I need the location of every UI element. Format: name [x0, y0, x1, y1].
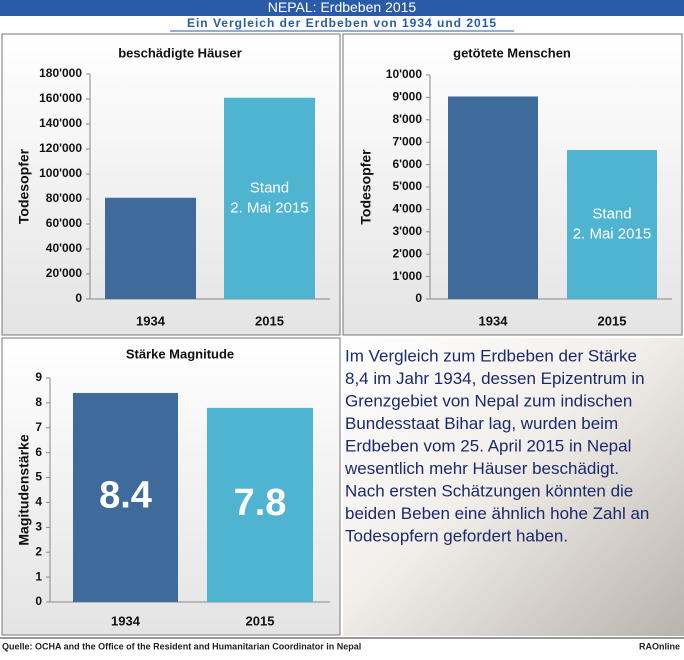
y-tick-label: 9'000 — [392, 90, 422, 104]
y-tick-label: 6 — [35, 445, 42, 459]
y-tick-label: 5 — [35, 470, 42, 484]
y-tick-label: 80'000 — [46, 191, 83, 205]
y-tick-label: 8 — [35, 395, 42, 409]
x-tick-label: 2015 — [246, 613, 275, 628]
y-tick-label: 4'000 — [392, 202, 422, 216]
bar-annotation: Stand — [592, 205, 631, 222]
chart-title: beschädigte Häuser — [118, 45, 242, 60]
source: Quelle: OCHA and the Office of the Resid… — [2, 641, 361, 651]
y-tick-label: 100'000 — [39, 166, 82, 180]
y-tick-label: 160'000 — [39, 91, 82, 105]
y-tick-label: 0 — [415, 291, 422, 305]
y-tick-label: 140'000 — [39, 116, 82, 130]
y-tick-label: 120'000 — [39, 141, 82, 155]
bar-annotation: Stand — [250, 179, 289, 196]
x-tick-label: 1934 — [111, 613, 141, 628]
bar-annotation: 2. Mai 2015 — [573, 225, 651, 242]
y-tick-label: 3'000 — [392, 224, 422, 238]
description-line: beiden Beben eine ähnlich hohe Zahl an — [345, 504, 649, 523]
description-line: 8,4 im Jahr 1934, dessen Epizentrum in — [345, 369, 645, 388]
photo-background — [343, 338, 684, 636]
bar — [207, 407, 313, 602]
description-line: Im Vergleich zum Erdbeben der Stärke — [345, 346, 637, 365]
bar-annotation: 2. Mai 2015 — [230, 199, 308, 216]
x-tick-label: 1934 — [136, 313, 166, 328]
description: Im Vergleich zum Erdbeben der Stärke 8,4 … — [344, 346, 649, 545]
y-tick-label: 60'000 — [46, 216, 83, 230]
y-tick-label: 10'000 — [386, 67, 423, 81]
y-tick-label: 7'000 — [392, 134, 422, 148]
y-tick-label: 9 — [35, 370, 42, 384]
y-tick-label: 1'000 — [392, 269, 422, 283]
y-tick-label: 40'000 — [46, 241, 83, 255]
y-tick-label: 20'000 — [46, 266, 83, 280]
y-tick-label: 3 — [35, 520, 42, 534]
description-line: Grenzgebiet von Nepal zum indischen — [345, 391, 632, 410]
x-tick-label: 1934 — [479, 313, 509, 328]
bar — [73, 392, 178, 602]
x-tick-label: 2015 — [255, 313, 284, 328]
bar — [567, 150, 657, 299]
page-subtitle: Ein Vergleich der Erdbeben von 1934 und … — [187, 16, 497, 30]
x-tick-label: 2015 — [598, 313, 627, 328]
data-label: 8.4 — [99, 474, 152, 516]
description-line: Erdbeben vom 25. April 2015 in Nepal — [345, 436, 631, 455]
title-bar — [0, 0, 684, 16]
data-label: 7.8 — [234, 482, 287, 524]
y-tick-label: 7 — [35, 420, 42, 434]
bar — [224, 97, 315, 299]
y-axis-label: Magitudenstärke — [16, 434, 32, 545]
y-tick-label: 6'000 — [392, 157, 422, 171]
y-tick-label: 5'000 — [392, 179, 422, 193]
bar — [105, 197, 196, 299]
credit: RAOnline — [639, 641, 680, 651]
page-title: NEPAL: Erdbeben 2015 — [268, 0, 417, 15]
y-axis-label: Todesopfer — [16, 148, 32, 224]
description-line: Todesopfern gefordert haben. — [345, 526, 568, 545]
chart-title: getötete Menschen — [453, 45, 571, 60]
y-axis-label: Todesopfer — [358, 149, 374, 225]
description-line: Bundesstaat Bihar lag, wurden beim — [345, 414, 618, 433]
description-line: wesentlich mehr Häuser beschädigt. — [344, 459, 619, 478]
y-tick-label: 4 — [35, 495, 42, 509]
bar — [448, 96, 538, 299]
y-tick-label: 180'000 — [39, 66, 82, 80]
y-tick-label: 0 — [35, 594, 42, 608]
y-tick-label: 2 — [35, 544, 42, 558]
y-tick-label: 8'000 — [392, 112, 422, 126]
chart-title: Stärke Magnitude — [126, 346, 234, 361]
y-tick-label: 1 — [35, 569, 42, 583]
y-tick-label: 0 — [75, 291, 82, 305]
y-tick-label: 2'000 — [392, 246, 422, 260]
description-line: Nach ersten Schätzungen könnten die — [345, 481, 633, 500]
